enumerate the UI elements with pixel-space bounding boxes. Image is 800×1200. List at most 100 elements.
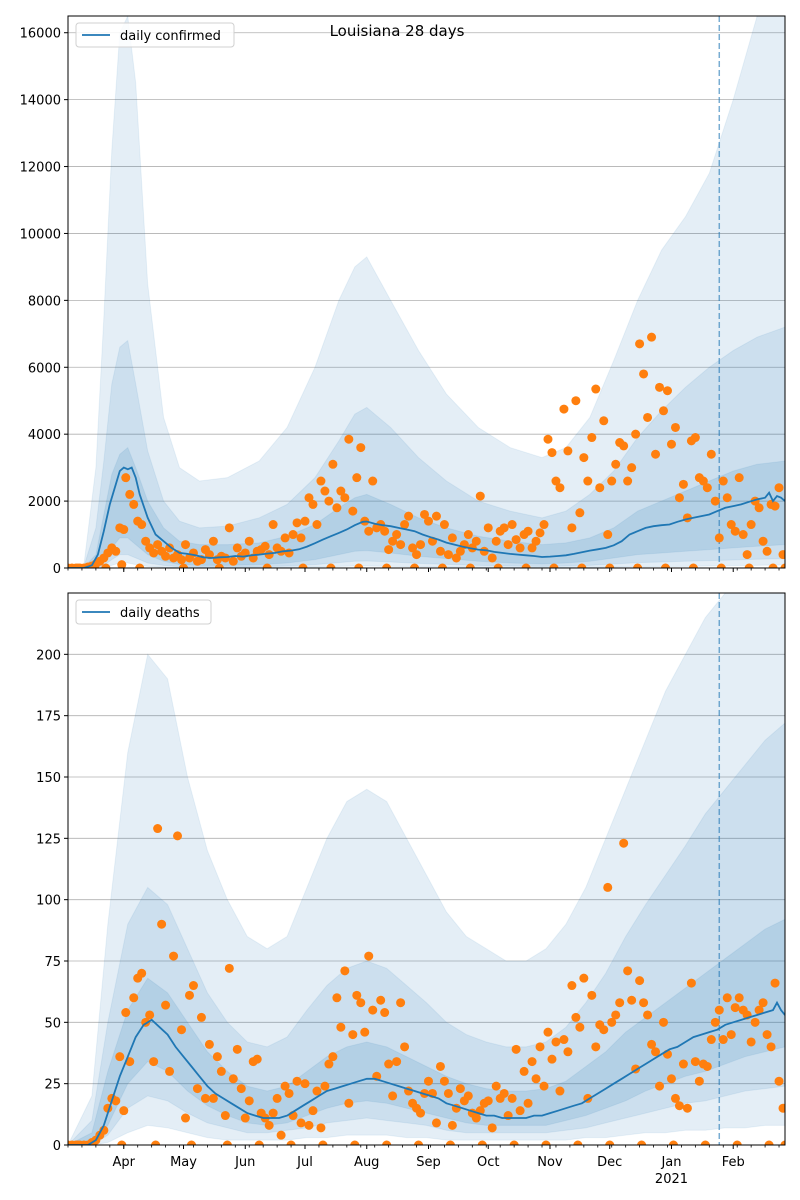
confirmed-data-point xyxy=(575,508,585,518)
deaths-data-point xyxy=(192,1084,202,1094)
deaths-data-point xyxy=(392,1057,402,1067)
confirmed-data-point xyxy=(228,556,238,566)
confirmed-data-point xyxy=(627,463,637,473)
confirmed-data-point xyxy=(288,530,298,540)
confirmed-data-point xyxy=(224,523,234,533)
deaths-data-point xyxy=(780,1140,785,1145)
deaths-data-point xyxy=(639,998,649,1008)
confirmed-data-point xyxy=(539,520,549,530)
deaths-data-point xyxy=(145,1010,155,1020)
confirmed-ytick-label: 12000 xyxy=(20,161,61,176)
deaths-xtick-label: Jul xyxy=(296,1155,313,1170)
deaths-data-point xyxy=(320,1081,330,1091)
confirmed-data-point xyxy=(382,563,392,568)
confirmed-data-point xyxy=(595,483,605,493)
confirmed-data-point xyxy=(742,550,752,560)
confirmed-data-point xyxy=(487,553,497,563)
confirmed-data-point xyxy=(354,563,364,568)
deaths-xtick-label: Nov xyxy=(537,1155,563,1170)
confirmed-data-point xyxy=(702,483,712,493)
deaths-data-point xyxy=(487,1123,497,1133)
confirmed-ytick-label: 6000 xyxy=(28,361,61,376)
deaths-data-point xyxy=(647,1039,657,1049)
deaths-data-point xyxy=(607,1017,617,1027)
confirmed-trend-line xyxy=(68,466,785,568)
deaths-data-point xyxy=(579,973,589,983)
confirmed-data-point xyxy=(746,520,756,530)
confirmed-data-point xyxy=(340,493,350,503)
confirmed-data-point xyxy=(559,404,569,414)
confirmed-data-point xyxy=(716,563,726,568)
deaths-xtick-label: May xyxy=(170,1155,197,1170)
deaths-data-point xyxy=(382,1140,392,1145)
confirmed-data-point xyxy=(465,563,475,568)
confirmed-data-point xyxy=(312,520,322,530)
deaths-data-point xyxy=(312,1086,322,1096)
confirmed-data-point xyxy=(774,483,784,493)
confirmed-data-point xyxy=(320,486,330,496)
deaths-data-point xyxy=(750,1017,760,1027)
confirmed-data-point xyxy=(161,551,171,561)
confirmed-data-point xyxy=(153,540,163,550)
confirmed-data-point xyxy=(208,536,218,546)
deaths-data-point xyxy=(515,1106,525,1116)
deaths-data-point xyxy=(296,1118,306,1128)
confirmed-data-point xyxy=(563,446,573,456)
deaths-data-point xyxy=(73,1140,83,1145)
deaths-data-point xyxy=(188,981,198,991)
confirmed-data-point xyxy=(149,548,159,558)
confirmed-data-point xyxy=(633,563,643,568)
confirmed-data-point xyxy=(718,476,728,486)
deaths-data-point xyxy=(165,1066,175,1076)
confirmed-data-point xyxy=(666,439,676,449)
deaths-data-point xyxy=(443,1088,453,1098)
deaths-band-outer xyxy=(68,593,785,1145)
confirmed-data-point xyxy=(119,525,129,535)
deaths-data-point xyxy=(746,1037,756,1047)
deaths-data-point xyxy=(471,1113,481,1123)
deaths-ytick-label: 200 xyxy=(36,648,61,663)
deaths-data-point xyxy=(603,882,613,892)
confirmed-data-point xyxy=(137,520,147,530)
confirmed-data-point xyxy=(232,543,242,553)
confirmed-data-point xyxy=(605,563,615,568)
deaths-data-point xyxy=(627,995,637,1005)
deaths-data-point xyxy=(137,968,147,978)
deaths-data-point xyxy=(706,1035,716,1045)
deaths-data-point xyxy=(718,1035,728,1045)
deaths-data-point xyxy=(682,1103,692,1113)
deaths-data-point xyxy=(280,1081,290,1091)
deaths-data-point xyxy=(364,951,374,961)
confirmed-data-point xyxy=(304,493,314,503)
confirmed-data-point xyxy=(404,511,414,521)
confirmed-data-point xyxy=(726,520,736,530)
confirmed-data-point xyxy=(260,541,270,551)
confirmed-data-point xyxy=(73,563,83,568)
deaths-data-point xyxy=(543,1027,553,1037)
deaths-data-point xyxy=(286,1140,296,1145)
deaths-data-point xyxy=(619,838,629,848)
confirmed-data-point xyxy=(670,422,680,432)
deaths-data-point xyxy=(350,1140,360,1145)
confirmed-data-point xyxy=(129,499,139,509)
deaths-data-point xyxy=(380,1008,390,1018)
deaths-data-point xyxy=(690,1057,700,1067)
confirmed-data-point xyxy=(631,429,641,439)
confirmed-data-point xyxy=(611,459,621,469)
deaths-data-point xyxy=(204,1039,214,1049)
deaths-data-point xyxy=(336,1022,346,1032)
confirmed-data-point xyxy=(296,533,306,543)
confirmed-data-point xyxy=(111,546,121,556)
confirmed-data-point xyxy=(388,536,398,546)
confirmed-data-point xyxy=(535,528,545,538)
deaths-data-point xyxy=(555,1086,565,1096)
deaths-data-point xyxy=(368,1005,378,1015)
deaths-data-point xyxy=(304,1120,314,1130)
confirmed-data-point xyxy=(722,493,732,503)
deaths-data-point xyxy=(236,1084,246,1094)
deaths-chart-panel: 0 25 50 75 100 125 150 175 200 Apr May Jun Jul Aug Sep… xyxy=(36,592,786,1187)
confirmed-data-point xyxy=(135,563,145,568)
deaths-data-point xyxy=(734,993,744,1003)
deaths-data-point xyxy=(670,1093,680,1103)
confirmed-data-point xyxy=(332,503,342,513)
